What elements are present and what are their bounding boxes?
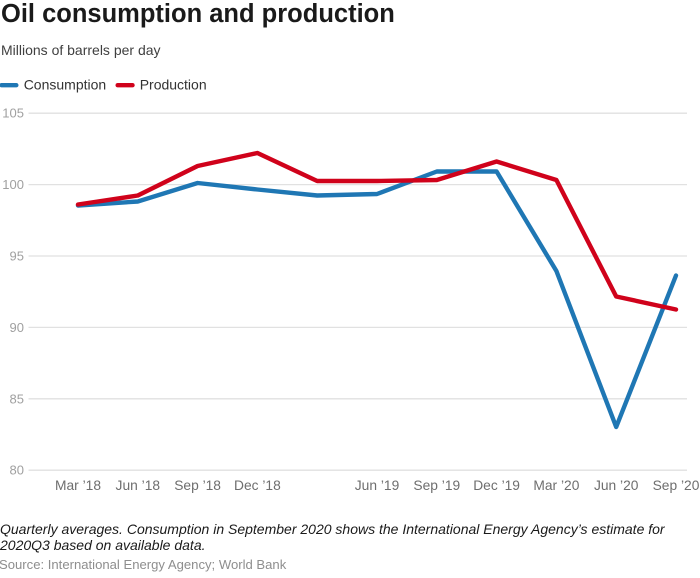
svg-text:Sep ’20: Sep ’20 xyxy=(653,478,700,493)
svg-text:90: 90 xyxy=(10,320,24,335)
svg-text:95: 95 xyxy=(10,249,24,264)
svg-text:Jun ’18: Jun ’18 xyxy=(116,478,161,493)
svg-text:85: 85 xyxy=(10,391,24,406)
svg-text:Mar ’20: Mar ’20 xyxy=(533,478,579,493)
svg-text:Consumption: Consumption xyxy=(24,77,107,93)
svg-text:Sep ’19: Sep ’19 xyxy=(413,478,460,493)
svg-text:100: 100 xyxy=(2,177,24,192)
svg-text:80: 80 xyxy=(10,463,24,478)
svg-text:105: 105 xyxy=(2,106,24,121)
svg-text:Production: Production xyxy=(140,77,207,93)
svg-text:Dec ’19: Dec ’19 xyxy=(473,478,520,493)
svg-text:Sep ’18: Sep ’18 xyxy=(174,478,221,493)
svg-text:Mar ’18: Mar ’18 xyxy=(55,478,101,493)
svg-text:Jun ’19: Jun ’19 xyxy=(355,478,400,493)
svg-text:Jun ’20: Jun ’20 xyxy=(594,478,639,493)
svg-text:Dec ’18: Dec ’18 xyxy=(234,478,281,493)
